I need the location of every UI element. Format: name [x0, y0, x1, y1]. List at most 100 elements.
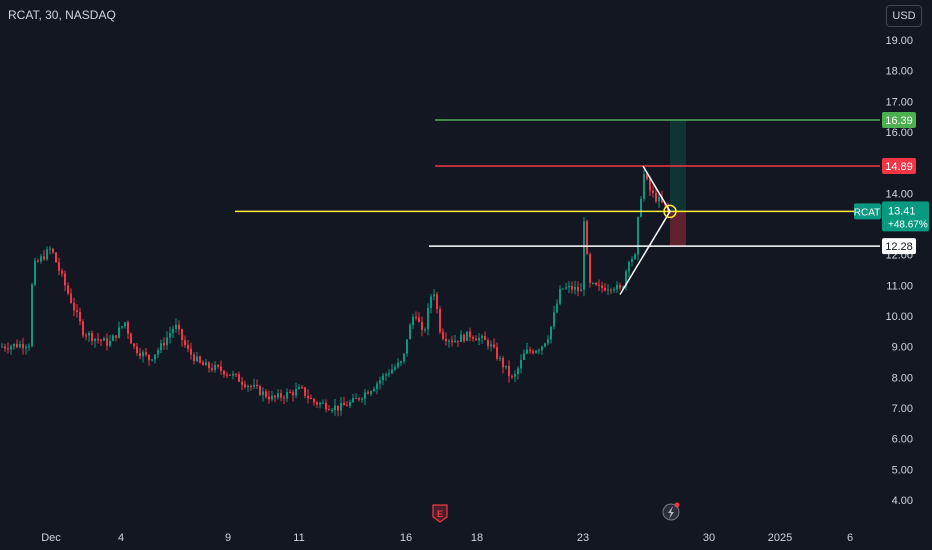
- candle-body: [130, 333, 132, 344]
- candle-body: [340, 402, 342, 411]
- candle-body: [391, 369, 393, 374]
- time-axis[interactable]: Dec 4 9 11 16 18 23 30 2025 6: [41, 532, 853, 544]
- candle-body: [28, 346, 30, 348]
- candle-body: [334, 405, 336, 410]
- candle-body: [37, 260, 39, 262]
- candle-body: [547, 339, 549, 344]
- y-tick-label: 14.00: [885, 188, 913, 200]
- candle-body: [169, 333, 171, 338]
- x-tick-label: 16: [400, 532, 412, 544]
- y-tick-label: 9.00: [892, 342, 913, 354]
- candle-body: [25, 347, 27, 349]
- candle-body: [361, 398, 363, 400]
- candle-body: [193, 354, 195, 362]
- candle-body: [658, 196, 660, 202]
- candle-body: [106, 338, 108, 346]
- candle-body: [604, 287, 606, 291]
- candle-body: [148, 354, 150, 361]
- candle-body: [133, 343, 135, 347]
- candle-body: [136, 346, 138, 354]
- candle-body: [412, 316, 414, 326]
- candle-body: [16, 343, 18, 348]
- y-tick-label: 5.00: [892, 464, 913, 476]
- candle-body: [649, 179, 651, 191]
- candle-body: [430, 296, 432, 308]
- candle-body: [190, 348, 192, 355]
- y-tick-label: 7.00: [892, 403, 913, 415]
- candle-body: [436, 294, 438, 310]
- candle-body: [484, 336, 486, 341]
- candle-body: [580, 289, 582, 292]
- price-change-text: +48.67%: [888, 219, 928, 230]
- candle-body: [274, 395, 276, 398]
- candle-body: [319, 402, 321, 405]
- candle-body: [535, 350, 537, 353]
- candle-body: [100, 339, 102, 341]
- candle-body: [250, 386, 252, 388]
- candle-body: [451, 340, 453, 343]
- candle-body: [61, 270, 63, 274]
- candle-body: [424, 329, 426, 331]
- candle-body: [541, 346, 543, 351]
- candle-body: [577, 287, 579, 292]
- candle-body: [271, 395, 273, 400]
- candle-body: [370, 391, 372, 394]
- candle-body: [112, 335, 114, 341]
- candle-body: [586, 221, 588, 255]
- x-tick-label: 9: [225, 532, 231, 544]
- apex-circle-marker[interactable]: [663, 204, 677, 219]
- long-position-stop-zone[interactable]: [670, 211, 686, 247]
- candle-body: [253, 384, 255, 387]
- candle-body: [304, 387, 306, 396]
- symbol-tag-text: RCAT: [854, 207, 880, 218]
- currency-button[interactable]: USD: [886, 5, 922, 27]
- candle-body: [262, 391, 264, 396]
- candle-body: [595, 282, 597, 285]
- candle-body: [232, 373, 234, 376]
- candle-body: [505, 365, 507, 368]
- candle-body: [601, 285, 603, 288]
- earnings-marker-icon[interactable]: [432, 504, 448, 523]
- candle-body: [397, 362, 399, 368]
- candle-body: [91, 332, 93, 342]
- candle-body: [94, 338, 96, 342]
- candle-body: [568, 285, 570, 288]
- candle-body: [421, 321, 423, 331]
- x-tick-label: 2025: [768, 532, 792, 544]
- candle-body: [394, 367, 396, 370]
- candle-body: [322, 402, 324, 404]
- candle-body: [349, 402, 351, 407]
- candle-body: [163, 343, 165, 346]
- candle-body: [307, 395, 309, 399]
- candle-body: [268, 396, 270, 400]
- candle-body: [439, 309, 441, 332]
- candle-body: [631, 258, 633, 262]
- candle-body: [655, 192, 657, 202]
- x-tick-label: Dec: [41, 532, 61, 544]
- candle-body: [85, 335, 87, 337]
- candle-body: [598, 284, 600, 286]
- candle-body: [196, 356, 198, 362]
- triangle-upper-line[interactable]: [642, 165, 671, 212]
- candle-body: [313, 398, 315, 403]
- candle-body: [415, 316, 417, 318]
- candle-body: [88, 332, 90, 336]
- earnings-marker-text: E: [437, 509, 443, 519]
- candle-body: [442, 331, 444, 339]
- candle-body: [154, 354, 156, 360]
- candle-body: [646, 174, 648, 180]
- candle-body: [4, 346, 6, 349]
- candle-body: [388, 373, 390, 375]
- candle-body: [619, 284, 621, 289]
- candle-body: [343, 402, 345, 406]
- candle-body: [226, 374, 228, 376]
- y-tick-label: 4.00: [892, 495, 913, 507]
- event-markers[interactable]: E: [432, 502, 680, 523]
- candle-body: [166, 337, 168, 346]
- candle-body: [178, 324, 180, 330]
- candle-body: [643, 174, 645, 199]
- candle-body: [607, 289, 609, 291]
- candle-body: [385, 374, 387, 376]
- triangle-lower-line[interactable]: [619, 211, 671, 295]
